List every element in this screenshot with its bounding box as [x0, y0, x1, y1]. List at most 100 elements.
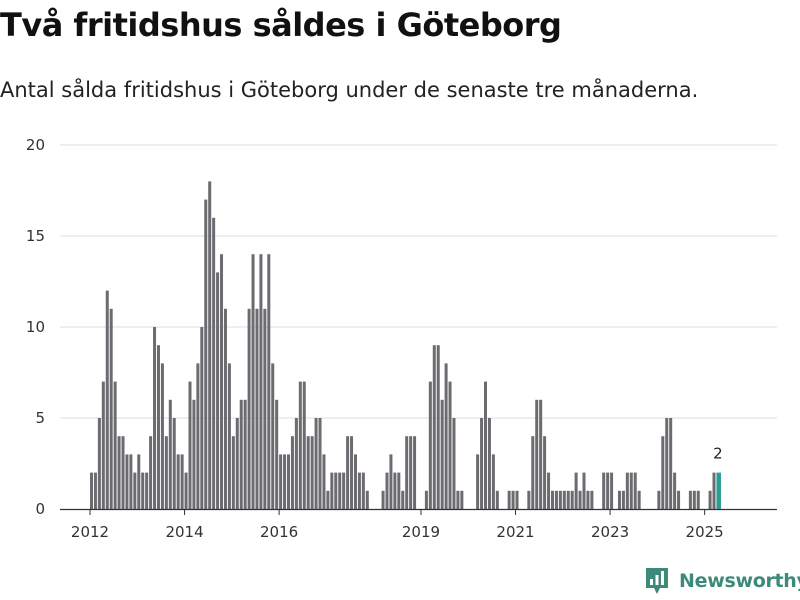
- bar: [677, 490, 681, 509]
- bar: [436, 345, 440, 509]
- bar: [271, 363, 275, 509]
- bar: [164, 436, 168, 509]
- bar: [688, 490, 692, 509]
- bar: [558, 490, 562, 509]
- bar: [326, 490, 330, 509]
- bar: [381, 490, 385, 509]
- bar: [692, 490, 696, 509]
- bar: [279, 454, 283, 509]
- bar: [153, 327, 157, 509]
- bar: [661, 436, 665, 509]
- bar: [385, 472, 389, 509]
- bar: [223, 308, 227, 509]
- bar: [665, 418, 669, 509]
- bar: [397, 472, 401, 509]
- bar: [590, 490, 594, 509]
- bar: [188, 381, 192, 509]
- x-tick-label: 2014: [165, 523, 203, 541]
- bar: [227, 363, 231, 509]
- bar: [602, 472, 606, 509]
- bar: [409, 436, 413, 509]
- bar: [610, 472, 614, 509]
- bar: [168, 399, 172, 509]
- bar: [109, 308, 113, 509]
- bar: [484, 381, 487, 509]
- bar: [578, 490, 582, 509]
- bar: [263, 308, 267, 509]
- bar: [141, 472, 145, 509]
- bar: [405, 436, 409, 509]
- bar: [452, 418, 456, 509]
- bar: [184, 472, 188, 509]
- bar: [582, 472, 586, 509]
- bar: [353, 454, 357, 509]
- bar-chart-icon: [646, 568, 668, 594]
- bar: [346, 436, 350, 509]
- y-tick-label: 5: [35, 409, 45, 427]
- bar: [255, 308, 259, 509]
- bar: [160, 363, 164, 509]
- bar: [125, 454, 129, 509]
- bar: [669, 418, 673, 509]
- bar: [192, 399, 196, 509]
- bar: [448, 381, 452, 509]
- bar: [259, 254, 263, 509]
- bar: [511, 490, 515, 509]
- bar: [696, 490, 700, 509]
- bar: [554, 490, 558, 509]
- bar: [401, 490, 405, 509]
- bar: [204, 199, 208, 509]
- bar: [176, 454, 180, 509]
- bar: [393, 472, 397, 509]
- bar: [113, 381, 117, 509]
- bar: [507, 490, 511, 509]
- bar: [413, 436, 417, 509]
- bar: [105, 290, 109, 509]
- bar: [476, 454, 480, 509]
- bar: [570, 490, 574, 509]
- bar-chart: 0 5 10 15 20 2012 2014 2016 2019 2021 2023 2025 2: [26, 136, 777, 541]
- bar: [216, 272, 220, 509]
- bar: [444, 363, 448, 509]
- bar: [712, 472, 716, 509]
- bar: [239, 399, 243, 509]
- bar: [306, 436, 310, 509]
- chart-subtitle: Antal sålda fritidshus i Göteborg under …: [0, 78, 699, 102]
- bar: [294, 418, 298, 509]
- bar: [322, 454, 326, 509]
- bar: [283, 454, 287, 509]
- bar: [121, 436, 125, 509]
- bar: [200, 327, 204, 509]
- bar: [562, 490, 566, 509]
- bar: [129, 454, 133, 509]
- bar: [275, 399, 279, 509]
- x-tick-label: 2025: [686, 523, 724, 541]
- y-tick-label: 20: [26, 136, 45, 154]
- chart-title: Två fritidshus såldes i Göteborg: [0, 6, 562, 44]
- bar: [243, 399, 247, 509]
- bar: [365, 490, 369, 509]
- y-tick-label: 15: [26, 227, 45, 245]
- bar: [440, 399, 444, 509]
- bar: [550, 490, 554, 509]
- bar: [456, 490, 460, 509]
- bar: [361, 472, 365, 509]
- bar: [310, 436, 314, 509]
- bar: [527, 490, 531, 509]
- bar: [208, 181, 212, 509]
- bar: [606, 472, 610, 509]
- bar: [196, 363, 200, 509]
- bar: [318, 418, 322, 509]
- bar: [149, 436, 153, 509]
- bar: [334, 472, 338, 509]
- bar: [480, 418, 484, 509]
- bar: [314, 418, 318, 509]
- bar: [586, 490, 590, 509]
- bar: [535, 399, 539, 509]
- bar: [424, 490, 428, 509]
- bar: [547, 472, 551, 509]
- x-tick-label: 2012: [71, 523, 109, 541]
- bar: [97, 418, 101, 509]
- bar: [101, 381, 105, 509]
- bar: [302, 381, 306, 509]
